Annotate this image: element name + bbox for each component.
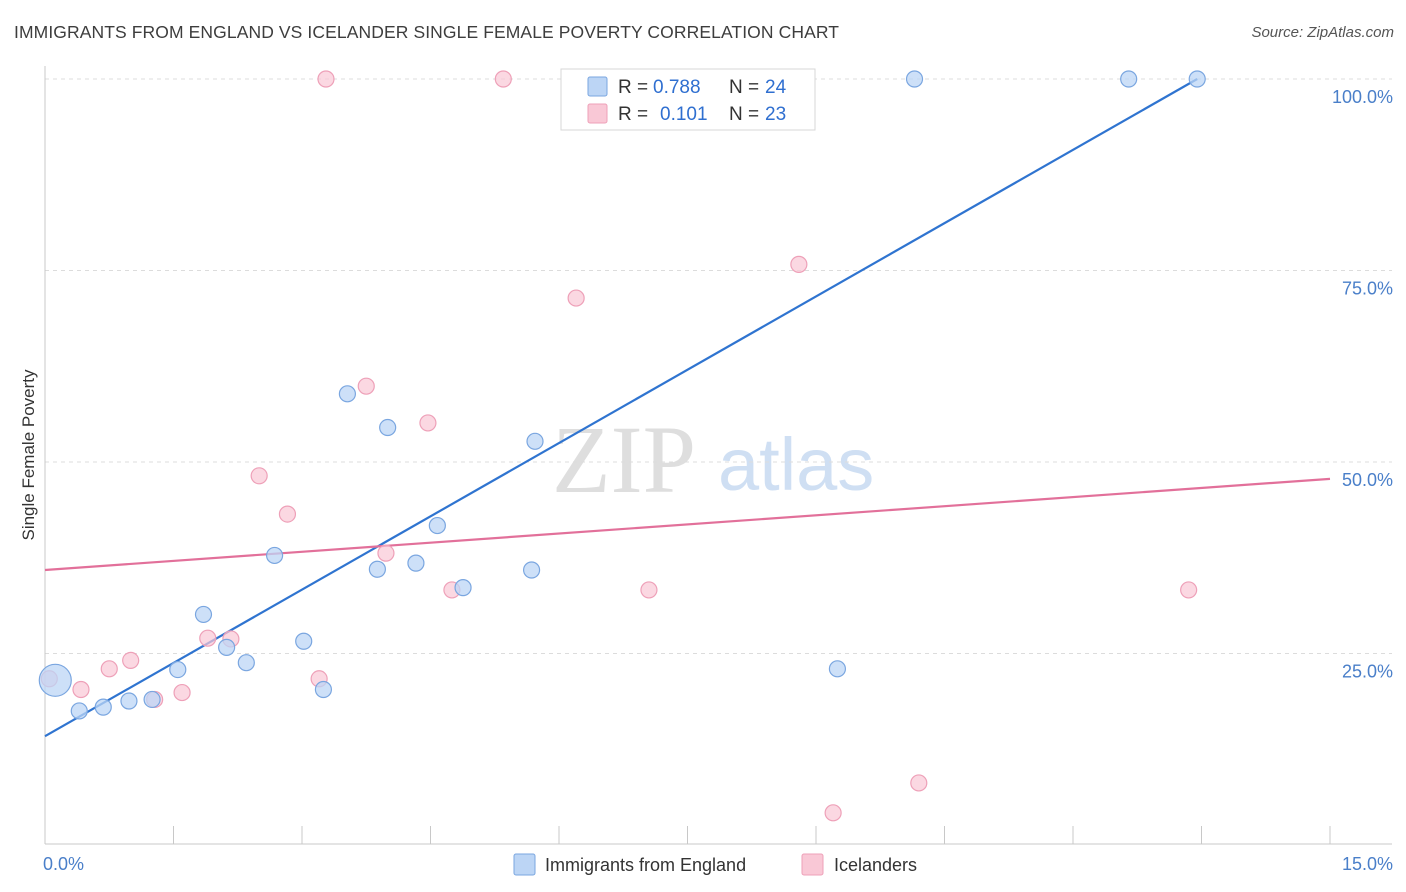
legend-swatch-pink — [587, 103, 608, 124]
correlation-legend: R = 0.788 N = 24 R = 0.101 N = 23 — [560, 68, 816, 131]
icelanders-point-11 — [317, 70, 335, 88]
legend-swatch-england — [513, 853, 536, 876]
icelanders-point-16 — [494, 70, 512, 88]
icelanders-point-3 — [122, 651, 140, 669]
axes — [44, 66, 1392, 845]
y-tick-labels: 25.0% 50.0% 75.0% 100.0% — [1332, 87, 1393, 682]
england-point-1 — [70, 702, 88, 720]
icelanders-point-22 — [1180, 581, 1198, 599]
england-point-3 — [120, 692, 138, 710]
england-point-22 — [1120, 70, 1138, 88]
england-point-15 — [407, 554, 425, 572]
england-point-10 — [295, 632, 313, 650]
icelanders-point-12 — [357, 377, 375, 395]
y-tick-label-3: 100.0% — [1332, 87, 1393, 107]
icelanders-point-9 — [278, 505, 297, 523]
legend-label-england: Immigrants from England — [545, 855, 746, 875]
trend-lines — [44, 78, 1331, 738]
series-england-points — [38, 70, 1206, 720]
icelanders-point-6 — [199, 629, 217, 647]
england-point-20 — [828, 660, 847, 678]
england-point-2 — [94, 698, 112, 716]
england-point-5 — [169, 660, 187, 679]
y-tick-label-0: 25.0% — [1342, 662, 1393, 682]
england-point-8 — [237, 654, 255, 672]
chart-title: IMMIGRANTS FROM ENGLAND VS ICELANDER SIN… — [14, 22, 840, 42]
england-point-9 — [265, 546, 284, 565]
england-point-13 — [368, 560, 386, 578]
icelanders-point-20 — [824, 804, 842, 822]
england-point-17 — [454, 579, 472, 597]
icelanders-point-8 — [250, 467, 268, 485]
y-axis-title: Single Female Poverty — [19, 369, 38, 541]
x-tick-label-1: 15.0% — [1342, 854, 1393, 874]
icelanders-point-18 — [640, 581, 658, 599]
legend-r-value-pink: 0.101 — [660, 104, 708, 125]
trend-line-icelanders — [44, 477, 1331, 572]
legend-n-label-pink: N = — [729, 104, 759, 125]
icelanders-point-2 — [100, 660, 118, 678]
legend-swatch-icelanders — [801, 853, 824, 876]
legend-n-value-blue: 24 — [765, 77, 787, 98]
england-point-16 — [428, 516, 446, 535]
icelanders-point-14 — [419, 414, 437, 432]
england-point-0 — [38, 663, 72, 697]
legend-r-value-blue: 0.788 — [653, 77, 701, 98]
icelanders-point-13 — [377, 544, 395, 562]
england-point-4 — [143, 690, 161, 709]
legend-n-value-pink: 23 — [765, 104, 786, 125]
england-point-21 — [905, 70, 924, 88]
legend-swatch-blue — [587, 76, 608, 97]
legend-n-label-blue: N = — [729, 77, 759, 98]
england-point-18 — [522, 561, 541, 579]
england-point-6 — [194, 605, 213, 624]
england-point-7 — [218, 638, 236, 656]
england-point-19 — [526, 432, 544, 450]
legend-label-icelanders: Icelanders — [834, 855, 917, 875]
gridlines — [45, 78, 1392, 654]
watermark: ZIP atlas — [552, 406, 874, 513]
source-label: Source: ZipAtlas.com — [1251, 24, 1394, 41]
icelanders-point-1 — [72, 680, 90, 699]
england-point-12 — [338, 385, 357, 403]
watermark-zip: ZIP — [552, 406, 696, 513]
legend-r-label-pink: R = — [618, 104, 648, 125]
series-legend: Immigrants from England Icelanders — [513, 853, 917, 876]
y-tick-label-2: 75.0% — [1342, 279, 1393, 299]
watermark-atlas: atlas — [718, 423, 874, 506]
icelanders-point-21 — [910, 774, 928, 792]
icelanders-point-5 — [173, 683, 191, 702]
trend-line-england — [44, 78, 1198, 738]
england-point-23 — [1188, 70, 1206, 88]
x-tick-labels: 0.0% 15.0% — [43, 854, 1393, 874]
icelanders-point-17 — [567, 289, 585, 307]
x-tick-label-0: 0.0% — [43, 854, 84, 874]
england-point-14 — [379, 418, 397, 437]
icelanders-point-19 — [790, 255, 808, 273]
england-point-11 — [314, 680, 333, 699]
legend-r-label-blue: R = — [618, 77, 648, 98]
y-tick-label-1: 50.0% — [1342, 470, 1393, 490]
